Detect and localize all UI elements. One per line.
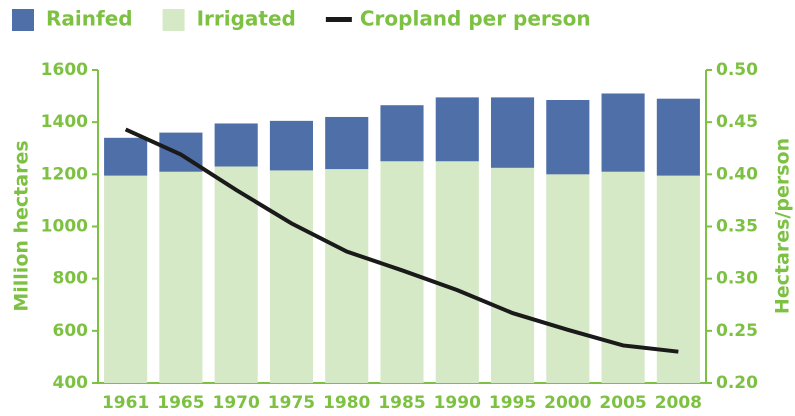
y2-tick-label: 0.30 bbox=[716, 269, 758, 289]
x-tick-label: 1961 bbox=[102, 393, 149, 413]
bar bbox=[546, 99, 590, 175]
y2-tick-label: 0.20 bbox=[716, 373, 758, 393]
x-tick-label: 2008 bbox=[655, 393, 702, 413]
line bbox=[124, 127, 679, 354]
legend-label: Irrigated bbox=[197, 7, 296, 31]
bar bbox=[380, 105, 424, 162]
y-tick-label: 1600 bbox=[41, 60, 88, 80]
y-tick-label: 800 bbox=[53, 269, 89, 289]
bar bbox=[656, 98, 700, 176]
x-tick-label: 2005 bbox=[599, 393, 646, 413]
y-axis-label: Million hectares bbox=[11, 140, 33, 311]
x-tick-label: 1980 bbox=[323, 393, 370, 413]
bar bbox=[325, 116, 369, 170]
bar bbox=[325, 169, 369, 383]
x-tick-label: 1975 bbox=[268, 393, 315, 413]
legend-swatch bbox=[162, 9, 185, 31]
bar bbox=[435, 161, 479, 383]
y2-tick-label: 0.50 bbox=[716, 60, 758, 80]
bar bbox=[546, 174, 590, 383]
bar bbox=[269, 120, 314, 171]
legend-swatch bbox=[325, 17, 352, 22]
bar bbox=[104, 175, 148, 383]
bar bbox=[435, 97, 479, 162]
legend-label: Cropland per person bbox=[360, 7, 591, 31]
y-tick-label: 400 bbox=[53, 373, 89, 393]
legend-swatch bbox=[12, 9, 34, 31]
x-tick-label: 1970 bbox=[213, 393, 260, 413]
y-tick-label: 1400 bbox=[41, 112, 88, 132]
x-tick-label: 1985 bbox=[378, 393, 425, 413]
y2-tick-label: 0.25 bbox=[716, 321, 758, 341]
bar bbox=[214, 166, 258, 383]
bar bbox=[601, 171, 645, 383]
bar bbox=[490, 97, 535, 168]
y-tick-label: 1000 bbox=[41, 217, 88, 237]
x-tick-label: 2000 bbox=[544, 393, 591, 413]
legend-label: Rainfed bbox=[46, 7, 133, 31]
y2-tick-label: 0.35 bbox=[716, 217, 758, 237]
bar bbox=[104, 137, 148, 176]
bar bbox=[214, 123, 258, 167]
bar bbox=[159, 171, 203, 383]
y-tick-label: 600 bbox=[53, 321, 89, 341]
x-tick-label: 1990 bbox=[434, 393, 481, 413]
y2-axis-label: Hectares/person bbox=[772, 138, 794, 314]
bar bbox=[601, 93, 645, 172]
y2-tick-label: 0.40 bbox=[716, 164, 758, 184]
y-tick-label: 1200 bbox=[41, 164, 88, 184]
y2-tick-label: 0.45 bbox=[716, 112, 758, 132]
bar bbox=[269, 170, 314, 383]
x-tick-label: 1965 bbox=[157, 393, 204, 413]
bar bbox=[490, 167, 535, 383]
x-tick-label: 1995 bbox=[489, 393, 536, 413]
